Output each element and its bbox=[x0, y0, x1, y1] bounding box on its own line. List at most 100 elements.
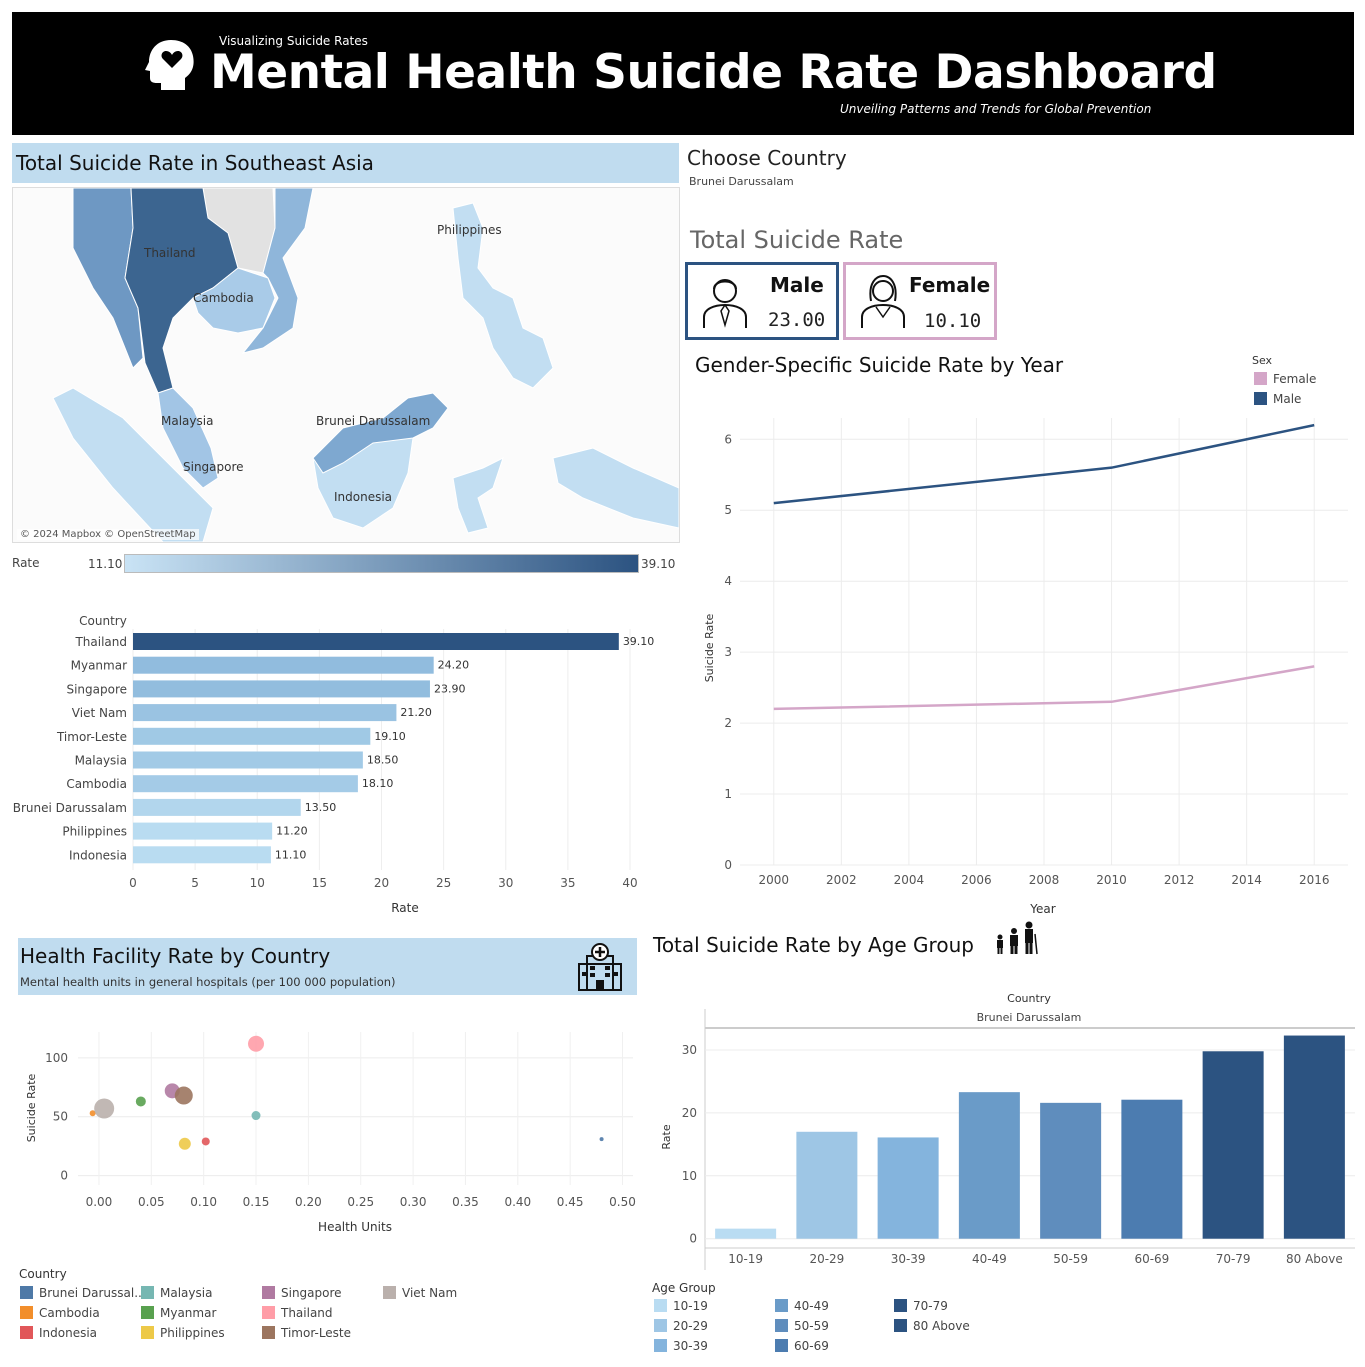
bar-indonesia[interactable] bbox=[133, 846, 271, 864]
bar-value-indonesia: 11.10 bbox=[275, 848, 307, 861]
scatter-point-cambodia[interactable] bbox=[89, 1110, 96, 1117]
country-filter-value[interactable]: Brunei Darussalam bbox=[689, 175, 794, 188]
map-sumatra bbox=[52, 387, 214, 542]
family-icon bbox=[997, 921, 1038, 955]
age-bar-10-19[interactable] bbox=[715, 1228, 777, 1239]
scatter-legend-label: Malaysia bbox=[160, 1286, 213, 1300]
age-bar-70-79[interactable] bbox=[1202, 1051, 1264, 1239]
scatter-legend-item-myanmar[interactable]: Myanmar bbox=[141, 1306, 216, 1320]
bar-value-myanmar: 24.20 bbox=[438, 659, 470, 672]
legend-item-female[interactable]: Female bbox=[1254, 372, 1316, 386]
scatter-legend-label: Singapore bbox=[281, 1286, 342, 1300]
bar-philippines[interactable] bbox=[133, 822, 273, 840]
scatter-legend-item-cambodia[interactable]: Cambodia bbox=[20, 1306, 100, 1320]
bar-x-tick: 25 bbox=[436, 876, 451, 890]
age-category-70-79: 70-79 bbox=[1216, 1252, 1251, 1266]
age-category-30-39: 30-39 bbox=[891, 1252, 926, 1266]
line-x-tick: 2008 bbox=[1029, 873, 1060, 887]
scatter-legend-label: Indonesia bbox=[39, 1326, 98, 1340]
male-person-icon bbox=[703, 279, 747, 328]
age-category-20-29: 20-29 bbox=[809, 1252, 844, 1266]
bar-value-viet-nam: 21.20 bbox=[400, 706, 432, 719]
age-bar-80-above[interactable] bbox=[1283, 1035, 1345, 1239]
legend-item-male[interactable]: Male bbox=[1254, 392, 1301, 406]
scatter-legend-item-singapore[interactable]: Singapore bbox=[262, 1286, 342, 1300]
map-malaysia[interactable] bbox=[157, 387, 219, 489]
bar-category-indonesia: Indonesia bbox=[69, 848, 127, 862]
age-bar-60-69[interactable] bbox=[1121, 1099, 1183, 1239]
scatter-point-viet-nam[interactable] bbox=[94, 1098, 115, 1119]
scatter-x-tick: 0.00 bbox=[86, 1195, 113, 1209]
map-cambodia[interactable] bbox=[192, 267, 276, 334]
line-x-tick: 2002 bbox=[826, 873, 857, 887]
country-bar-chart: Country 0 5 10 15 20 25 30 35 40 Thailand 39.10 Mya… bbox=[13, 614, 655, 915]
map-title: Total Suicide Rate in Southeast Asia bbox=[16, 151, 374, 175]
age-legend-swatch bbox=[654, 1299, 667, 1312]
scatter-x-title: Health Units bbox=[318, 1220, 392, 1234]
bar-myanmar[interactable] bbox=[133, 656, 434, 674]
southeast-asia-map[interactable]: Thailand Cambodia Philippines Malaysia B… bbox=[12, 187, 680, 543]
age-bar-30-39[interactable] bbox=[877, 1137, 939, 1239]
female-kpi-value: 10.10 bbox=[924, 310, 982, 332]
bar-category-singapore: Singapore bbox=[66, 682, 127, 696]
age-y-title: Rate bbox=[660, 1124, 673, 1149]
map-philippines[interactable] bbox=[452, 202, 554, 389]
map-label-brunei: Brunei Darussalam bbox=[316, 414, 431, 428]
scatter-y-title: Suicide Rate bbox=[25, 1073, 38, 1142]
line-y-tick: 2 bbox=[724, 716, 732, 730]
map-label-singapore: Singapore bbox=[183, 460, 244, 474]
bar-cambodia[interactable] bbox=[133, 775, 358, 793]
scatter-legend-item-indonesia[interactable]: Indonesia bbox=[20, 1326, 97, 1340]
age-legend-item-50-59[interactable]: 50-59 bbox=[775, 1319, 829, 1333]
line-series-male[interactable] bbox=[773, 423, 1315, 505]
rate-legend-gradient bbox=[124, 554, 639, 573]
age-category-10-19: 10-19 bbox=[728, 1252, 763, 1266]
scatter-legend-swatch bbox=[141, 1326, 154, 1339]
line-series-female[interactable] bbox=[773, 665, 1315, 711]
bar-value-philippines: 11.20 bbox=[276, 825, 308, 838]
scatter-legend-item-viet-nam[interactable]: Viet Nam bbox=[383, 1286, 457, 1300]
scatter-point-brunei-darussal[interactable] bbox=[599, 1137, 604, 1142]
scatter-legend-item-brunei-darussal[interactable]: Brunei Darussal.. bbox=[20, 1286, 142, 1300]
map-label-indonesia: Indonesia bbox=[334, 490, 393, 504]
map-vietnam[interactable] bbox=[241, 188, 314, 354]
bar-malaysia[interactable] bbox=[133, 751, 363, 769]
age-bar-40-49[interactable] bbox=[958, 1092, 1020, 1239]
scatter-legend-item-timor-leste[interactable]: Timor-Leste bbox=[262, 1326, 351, 1340]
age-bar-20-29[interactable] bbox=[796, 1131, 858, 1239]
scatter-legend-item-thailand[interactable]: Thailand bbox=[262, 1306, 333, 1320]
age-legend-item-20-29[interactable]: 20-29 bbox=[654, 1319, 708, 1333]
scatter-legend-item-philippines[interactable]: Philippines bbox=[141, 1326, 225, 1340]
map-thailand[interactable] bbox=[124, 188, 239, 394]
age-panel-value: Brunei Darussalam bbox=[977, 1011, 1082, 1024]
age-bar-50-59[interactable] bbox=[1040, 1102, 1102, 1239]
map-eastern-islands bbox=[552, 447, 679, 529]
scatter-point-thailand[interactable] bbox=[248, 1035, 265, 1052]
scatter-point-timor-leste[interactable] bbox=[174, 1086, 193, 1105]
age-legend-item-40-49[interactable]: 40-49 bbox=[775, 1299, 829, 1313]
line-x-tick: 2004 bbox=[894, 873, 925, 887]
age-legend-item-70-79[interactable]: 70-79 bbox=[894, 1299, 948, 1313]
bar-brunei-darussalam[interactable] bbox=[133, 798, 301, 816]
age-legend-item-60-69[interactable]: 60-69 bbox=[775, 1339, 829, 1353]
bar-viet-nam[interactable] bbox=[133, 704, 397, 722]
female-kpi-card: Female 10.10 bbox=[843, 262, 997, 340]
bar-singapore[interactable] bbox=[133, 680, 430, 698]
bar-timor-leste[interactable] bbox=[133, 727, 371, 745]
scatter-point-indonesia[interactable] bbox=[201, 1137, 210, 1146]
map-title-band: Total Suicide Rate in Southeast Asia bbox=[12, 143, 679, 183]
age-legend-item-80-above[interactable]: 80 Above bbox=[894, 1319, 970, 1333]
age-y-tick: 30 bbox=[682, 1043, 697, 1057]
scatter-legend-item-malaysia[interactable]: Malaysia bbox=[141, 1286, 212, 1300]
scatter-legend-label: Cambodia bbox=[39, 1306, 100, 1320]
scatter-point-malaysia[interactable] bbox=[251, 1111, 261, 1121]
line-x-tick: 2012 bbox=[1164, 873, 1195, 887]
scatter-point-myanmar[interactable] bbox=[135, 1096, 146, 1107]
age-legend-item-10-19[interactable]: 10-19 bbox=[654, 1299, 708, 1313]
age-legend-item-30-39[interactable]: 30-39 bbox=[654, 1339, 708, 1353]
map-label-thailand: Thailand bbox=[144, 246, 196, 260]
scatter-x-tick: 0.40 bbox=[504, 1195, 531, 1209]
scatter-point-philippines[interactable] bbox=[178, 1137, 191, 1150]
bar-thailand[interactable] bbox=[133, 633, 619, 650]
age-legend-swatch bbox=[894, 1319, 907, 1332]
